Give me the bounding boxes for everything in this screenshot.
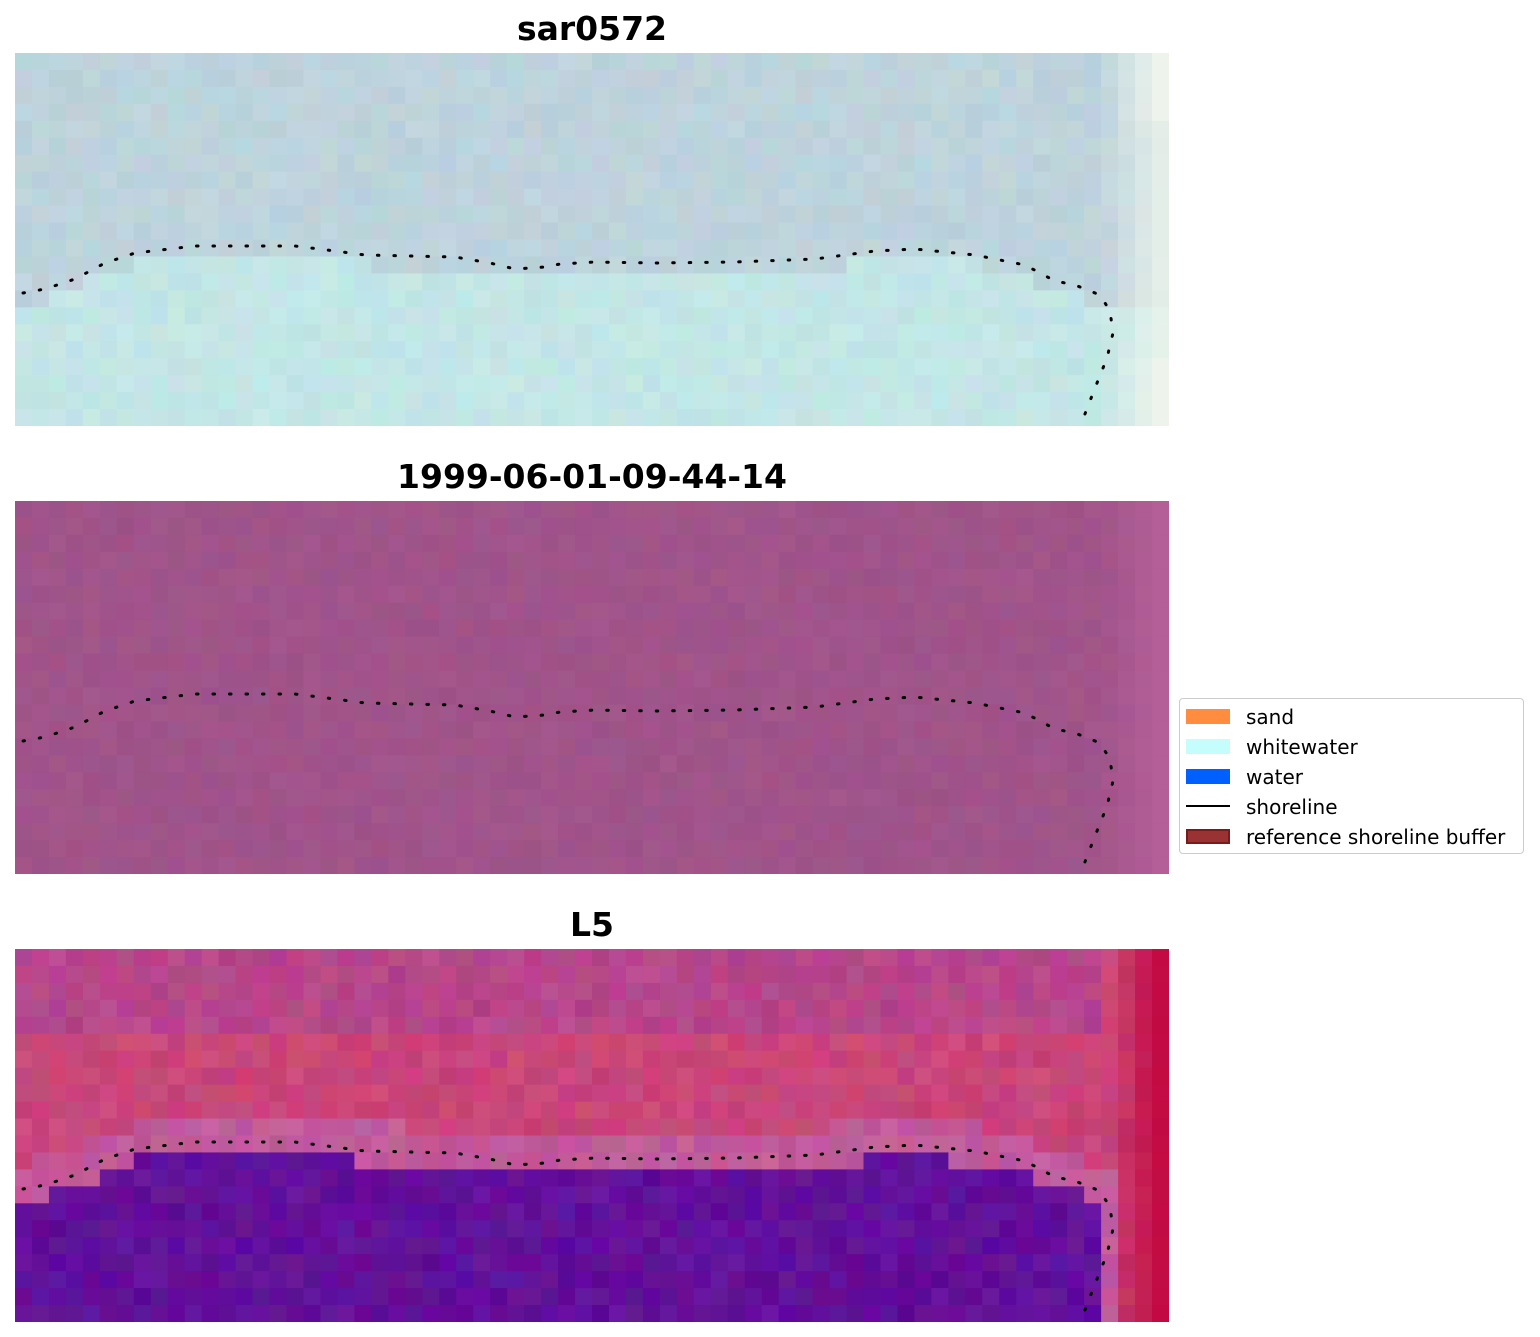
legend-item-reference-buffer: reference shoreline buffer [1186,821,1521,851]
raster-pixels [15,949,1169,1322]
raster-svg [15,53,1169,426]
legend-item-sand: sand [1186,701,1521,731]
water-swatch [1186,769,1230,784]
legend-item-shoreline: shoreline [1186,791,1521,821]
legend: sand whitewater water shoreline referenc… [1179,698,1524,854]
raster-pixels [15,53,1169,426]
legend-item-whitewater: whitewater [1186,731,1521,761]
legend-label: sand [1246,705,1295,729]
sar-image-panel [15,53,1169,426]
reference-buffer-swatch [1186,829,1230,844]
shoreline-dotted-line [21,1140,1115,1317]
whitewater-swatch [1186,739,1230,754]
legend-label: shoreline [1246,795,1338,819]
legend-item-water: water [1186,761,1521,791]
raster-svg [15,501,1169,874]
legend-label: whitewater [1246,735,1358,759]
panel-title: sar0572 [516,9,668,48]
index-image-panel [15,949,1169,1322]
shoreline-line-swatch [1186,805,1230,807]
rgb-image-panel [15,501,1169,874]
panel-title: 1999-06-01-09-44-14 [397,457,787,496]
panel-title: L5 [570,905,614,944]
raster-svg [15,949,1169,1322]
sand-swatch [1186,709,1230,724]
legend-label: water [1246,765,1303,789]
shoreline-dotted-line [21,244,1115,421]
legend-label: reference shoreline buffer [1246,825,1506,849]
raster-pixels [15,501,1169,874]
shoreline-dotted-line [21,692,1115,869]
